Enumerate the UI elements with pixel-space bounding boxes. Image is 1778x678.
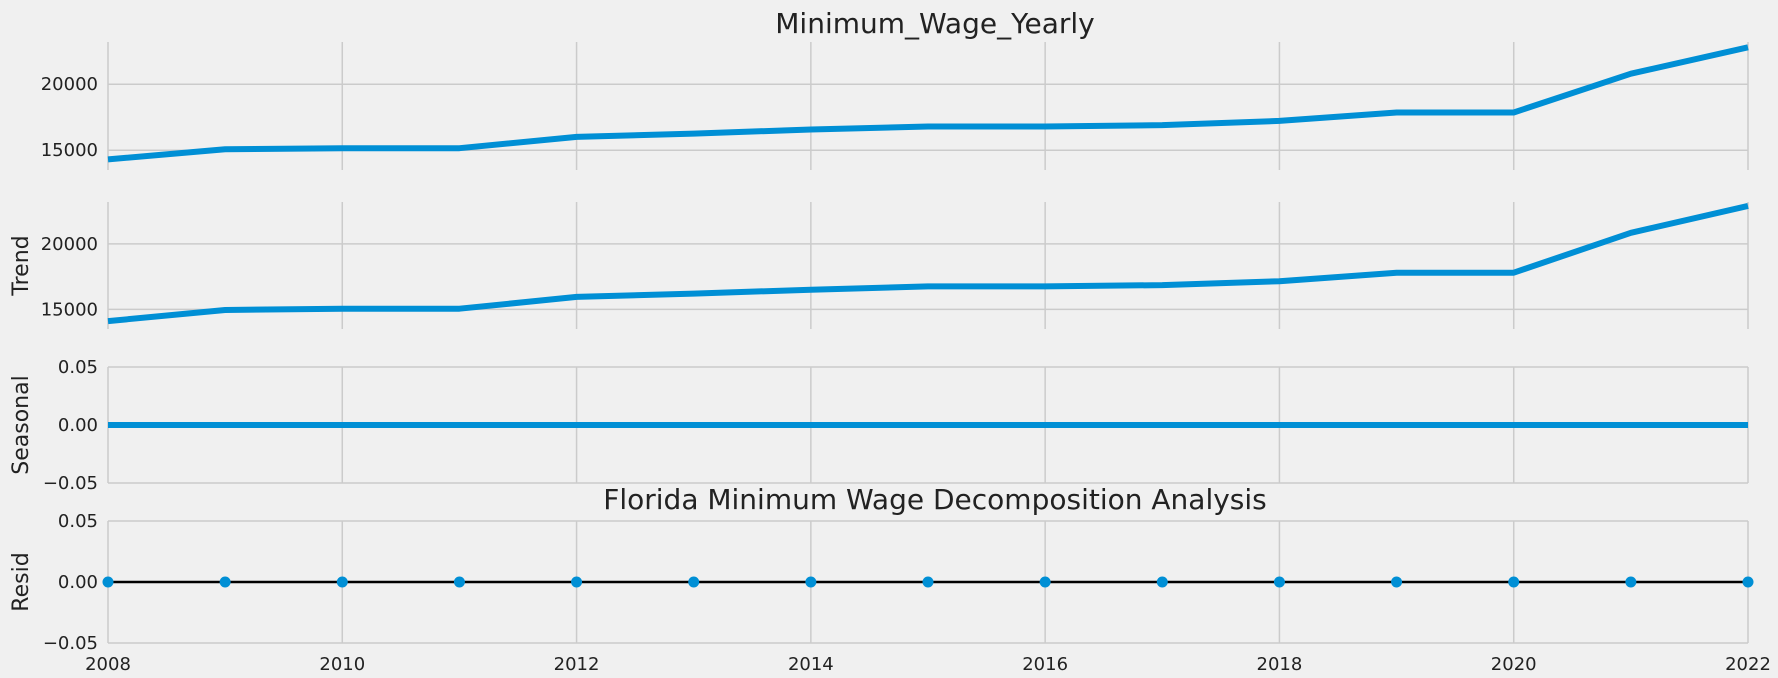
resid-point — [1742, 576, 1754, 588]
resid-point — [102, 576, 114, 588]
y-tick-label: −0.05 — [43, 473, 98, 494]
resid-point — [1391, 576, 1403, 588]
resid-point — [453, 576, 465, 588]
panel-2: 15000 20000 Trend — [9, 202, 1749, 329]
y-axis-label: Trend — [9, 235, 34, 296]
series-line — [107, 44, 1749, 163]
y-tick-label: 0.05 — [58, 357, 98, 378]
x-tick-label: 2012 — [554, 654, 600, 675]
y-axis-label: Resid — [9, 552, 34, 611]
x-tick-label: 2016 — [1022, 654, 1068, 675]
y-tick-label: 20000 — [41, 234, 98, 255]
x-tick-label: 2022 — [1725, 654, 1771, 675]
resid-point — [688, 576, 700, 588]
panel-3: −0.05 0.00 0.05 Seasonal — [9, 357, 1749, 494]
y-axis-label: Seasonal — [9, 375, 34, 474]
y-tick-label: 15000 — [41, 140, 98, 161]
x-tick-label: 2020 — [1491, 654, 1537, 675]
x-tick-label: 2014 — [788, 654, 834, 675]
chart-title: Minimum_Wage_Yearly — [775, 7, 1094, 40]
y-tick-label: 0.00 — [58, 572, 98, 593]
x-tick-label: 2018 — [1257, 654, 1303, 675]
resid-point — [571, 576, 583, 588]
panel-4: −0.05 0.00 0.05 Resid — [9, 511, 1754, 654]
x-tick-label: 2008 — [85, 654, 131, 675]
resid-point — [805, 576, 817, 588]
series-line — [107, 202, 1749, 325]
resid-point — [336, 576, 348, 588]
y-tick-label: −0.05 — [43, 633, 98, 654]
y-tick-label: 0.00 — [58, 415, 98, 436]
resid-point — [1039, 576, 1051, 588]
resid-point — [1273, 576, 1285, 588]
resid-point — [1156, 576, 1168, 588]
y-tick-label: 0.05 — [58, 511, 98, 532]
resid-point — [922, 576, 934, 588]
resid-point — [219, 576, 231, 588]
resid-point — [1625, 576, 1637, 588]
y-tick-label: 20000 — [41, 74, 98, 95]
y-tick-label: 15000 — [41, 299, 98, 320]
x-tick-label: 2010 — [319, 654, 365, 675]
panels-group: 15000 20000 15000 20000 Trend −0.05 0.00 0.05 Se… — [9, 42, 1771, 675]
resid-point — [1508, 576, 1520, 588]
chart-annotation: Florida Minimum Wage Decomposition Analy… — [603, 483, 1267, 516]
panel-1: 15000 20000 — [41, 42, 1749, 170]
